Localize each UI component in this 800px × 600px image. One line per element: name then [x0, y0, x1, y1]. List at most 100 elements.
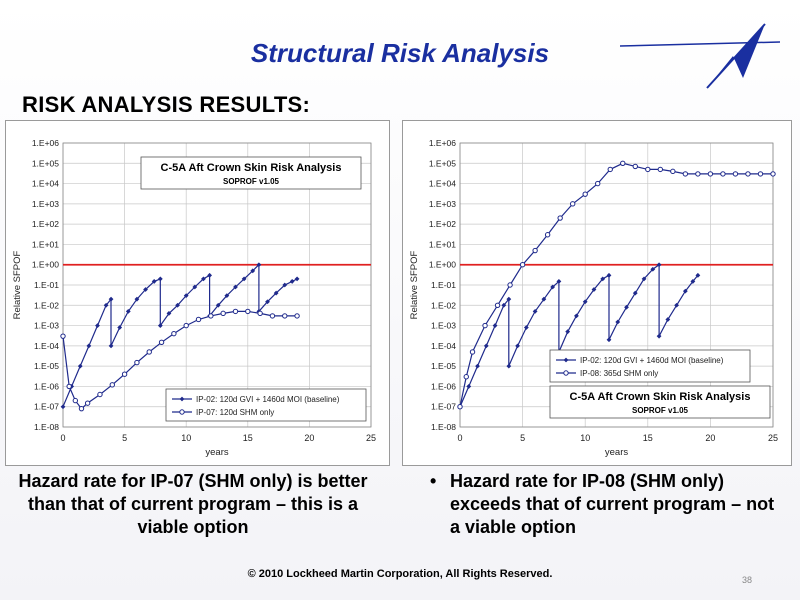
- data-point: [294, 276, 300, 282]
- data-point: [66, 383, 72, 390]
- y-tick-label: 1.E+05: [429, 158, 456, 168]
- y-tick-label: 1.E-08: [431, 422, 456, 432]
- data-point: [108, 343, 114, 349]
- data-point: [151, 279, 157, 284]
- data-point: [665, 317, 671, 322]
- data-point: [108, 296, 114, 302]
- data-point: [117, 325, 123, 330]
- bullet: •: [430, 471, 437, 491]
- data-point: [650, 266, 656, 272]
- y-tick-label: 1.E+05: [32, 158, 59, 168]
- y-tick-label: 1.E-05: [34, 361, 59, 371]
- x-tick-label: 0: [457, 433, 462, 443]
- y-tick-label: 1.E-06: [34, 381, 59, 391]
- y-tick-label: 1.E+03: [429, 199, 456, 209]
- data-point: [690, 279, 696, 284]
- x-axis-label: years: [605, 447, 628, 458]
- y-tick-label: 1.E-07: [34, 402, 59, 412]
- data-point: [757, 171, 764, 177]
- data-point: [745, 171, 751, 177]
- x-tick-label: 10: [580, 433, 590, 443]
- data-point: [582, 191, 588, 197]
- data-point: [720, 171, 726, 177]
- data-point: [483, 343, 489, 349]
- legend-label: IP-02: 120d GVI + 1460d MOI (baseline): [580, 356, 724, 365]
- y-axis-label: Relative SFPOF: [409, 250, 420, 319]
- data-point: [134, 359, 140, 366]
- chart-subtitle: SOPROF v1.05: [632, 406, 689, 415]
- legend-marker: [563, 357, 569, 363]
- y-tick-label: 1.E+04: [429, 179, 456, 189]
- x-tick-label: 15: [643, 433, 653, 443]
- legend-box: [165, 388, 367, 422]
- data-point: [595, 180, 601, 187]
- y-tick-label: 1.E-02: [34, 300, 59, 310]
- page-number: 38: [742, 575, 753, 585]
- data-point: [732, 171, 739, 177]
- plot-area: [459, 142, 774, 428]
- data-point: [624, 304, 629, 310]
- y-tick-label: 1.E+06: [429, 138, 456, 148]
- data-point: [632, 290, 638, 296]
- data-point: [469, 349, 476, 355]
- data-point: [60, 333, 66, 339]
- data-point: [103, 302, 109, 308]
- data-point: [541, 296, 547, 302]
- y-tick-label: 1.E+00: [32, 260, 59, 270]
- x-tick-label: 20: [705, 433, 715, 443]
- data-point: [109, 382, 115, 388]
- y-axis-label: Relative SFPOF: [12, 250, 23, 319]
- legend-box: [549, 349, 751, 383]
- data-point: [507, 282, 513, 288]
- data-point: [257, 310, 263, 317]
- y-tick-label: 1.E-07: [431, 402, 456, 412]
- y-tick-label: 1.E-03: [431, 321, 456, 331]
- y-tick-label: 1.E-01: [431, 280, 456, 290]
- data-point: [269, 313, 276, 319]
- data-point: [492, 323, 498, 328]
- data-point: [195, 316, 202, 323]
- chart-ip07-svg: 1.E-08 1.E-07 1.E-06 1.E-05 1.E-04 1.E-03 1.E-…: [12, 138, 376, 458]
- data-point: [282, 313, 288, 319]
- section-subtitle: RISK ANALYSIS RESULTS:: [22, 92, 311, 117]
- data-point: [125, 308, 131, 314]
- caption-right: • Hazard rate for IP-08 (SHM only) excee…: [430, 470, 780, 539]
- data-point: [607, 166, 613, 173]
- data-point: [569, 201, 576, 207]
- y-tick-label: 1.E-04: [431, 341, 456, 351]
- data-point: [134, 296, 140, 302]
- y-tick-label: 1.E+03: [32, 199, 59, 209]
- data-point: [600, 276, 606, 282]
- data-point: [78, 405, 85, 412]
- legend-marker: [179, 409, 185, 415]
- chart-ip08-svg: 1.E-08 1.E-07 1.E-06 1.E-05 1.E-04 1.E-03 1.E-…: [409, 138, 778, 458]
- data-point: [544, 232, 551, 238]
- data-point: [682, 288, 688, 294]
- data-point: [656, 262, 662, 268]
- data-point: [707, 171, 714, 177]
- caption-left: Hazard rate for IP-07 (SHM only) is bett…: [18, 471, 368, 537]
- lockheed-martin-star-logo: [619, 23, 781, 89]
- data-point: [506, 363, 512, 369]
- y-tick-label: 1.E+01: [32, 239, 59, 249]
- data-point: [143, 287, 148, 292]
- data-point: [620, 160, 626, 166]
- data-point: [482, 322, 488, 329]
- data-point: [466, 384, 472, 389]
- chart-title-box: [549, 385, 771, 419]
- chart-ip08: 1.E-08 1.E-07 1.E-06 1.E-05 1.E-04 1.E-03 1.E-…: [402, 120, 792, 466]
- data-point: [233, 284, 238, 290]
- data-point: [615, 319, 621, 325]
- data-point: [273, 290, 279, 296]
- y-tick-label: 1.E+04: [32, 179, 59, 189]
- y-tick-label: 1.E+06: [32, 138, 59, 148]
- data-point: [294, 313, 300, 319]
- data-point: [175, 302, 180, 308]
- series-line: [459, 263, 699, 407]
- legend-label: IP-08: 365d SHM only: [580, 369, 658, 378]
- data-point: [250, 268, 256, 274]
- x-tick-label: 20: [304, 433, 314, 443]
- data-point: [606, 337, 612, 343]
- chart-subtitle: SOPROF v1.05: [223, 177, 280, 186]
- data-point: [532, 247, 538, 254]
